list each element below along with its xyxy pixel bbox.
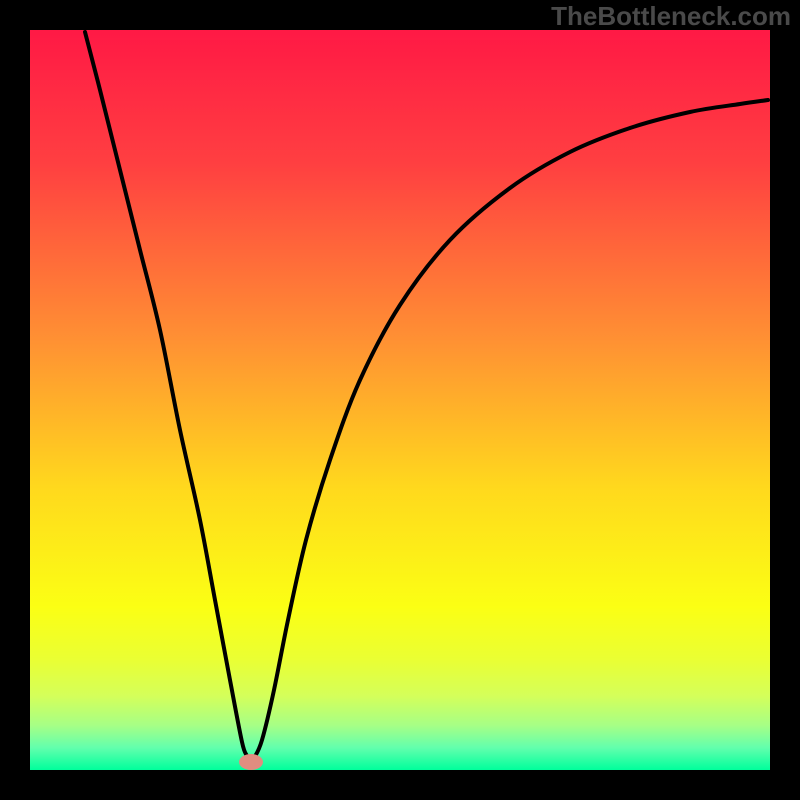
frame-left [0,0,30,800]
frame-bottom [0,770,800,800]
plot-area [30,30,770,770]
bottleneck-curve [30,30,770,770]
frame-right [770,0,800,800]
watermark-text: TheBottleneck.com [551,1,791,32]
curve-path [85,32,768,761]
chart-container: TheBottleneck.com [0,0,800,800]
minimum-marker [239,754,263,770]
